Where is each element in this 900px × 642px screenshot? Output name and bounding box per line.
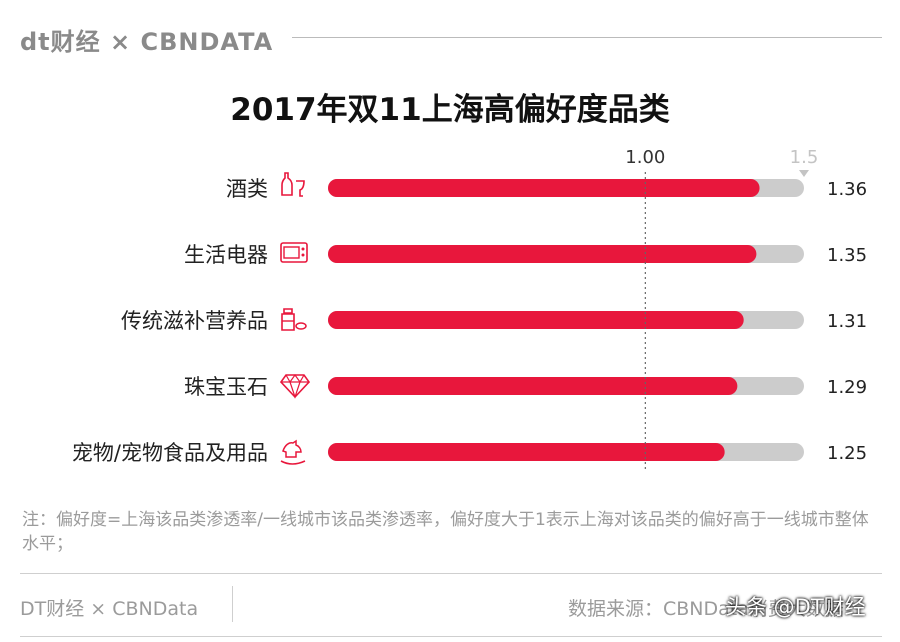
category-label: 宠物/宠物食品及用品 bbox=[72, 441, 268, 465]
diamond-outline bbox=[279, 374, 311, 399]
wine-bottle-icon bbox=[281, 172, 305, 197]
category-label: 珠宝玉石 bbox=[184, 375, 268, 399]
microwave-door bbox=[283, 246, 300, 259]
value-label: 1.36 bbox=[827, 179, 867, 200]
bar bbox=[328, 179, 760, 197]
rocker bbox=[280, 460, 306, 465]
axis-max-marker bbox=[799, 170, 809, 177]
category-label: 酒类 bbox=[226, 177, 268, 201]
microwave-knob-2 bbox=[301, 253, 305, 257]
pill bbox=[295, 322, 307, 330]
glass-outline bbox=[296, 180, 305, 197]
value-label: 1.29 bbox=[827, 377, 867, 398]
bar bbox=[328, 377, 738, 395]
data-source: 数据来源：CBNData消费大数据 bbox=[568, 598, 844, 620]
brand-logo: dt财经 × CBNDATA bbox=[20, 28, 274, 56]
footer-brand: DT财经 × CBNData bbox=[20, 598, 199, 620]
footer-divider-top bbox=[20, 573, 882, 574]
diamond-facets bbox=[281, 373, 309, 399]
rocking-horse-icon bbox=[280, 439, 306, 465]
bar bbox=[328, 245, 757, 263]
value-label: 1.31 bbox=[827, 311, 867, 332]
header-divider bbox=[292, 37, 882, 38]
axis-max-label: 1.5 bbox=[790, 147, 819, 168]
category-label: 传统滋补营养品 bbox=[121, 309, 268, 333]
bottle-outline bbox=[281, 172, 293, 196]
bar bbox=[328, 311, 744, 329]
bottle-outline bbox=[281, 308, 295, 331]
horse-outline bbox=[282, 439, 302, 458]
microwave-knob bbox=[301, 247, 305, 251]
footer-separator bbox=[232, 586, 233, 622]
diamond-icon bbox=[279, 373, 311, 399]
category-label: 生活电器 bbox=[184, 243, 268, 267]
watermark: 头条 @DT财经 bbox=[725, 595, 866, 619]
value-label: 1.35 bbox=[827, 245, 867, 266]
bar bbox=[328, 443, 725, 461]
reference-line-label: 1.00 bbox=[625, 147, 665, 168]
microwave-icon bbox=[280, 242, 308, 263]
supplement-bottles-icon bbox=[281, 308, 307, 331]
microwave-body bbox=[280, 242, 308, 263]
footer-divider-bottom bbox=[20, 636, 882, 637]
footnote: 注：偏好度=上海该品类渗透率/一线城市该品类渗透率，偏好度大于1表示上海对该品类… bbox=[22, 510, 869, 554]
chart-title: 2017年双11上海高偏好度品类 bbox=[230, 92, 670, 128]
value-label: 1.25 bbox=[827, 443, 867, 464]
